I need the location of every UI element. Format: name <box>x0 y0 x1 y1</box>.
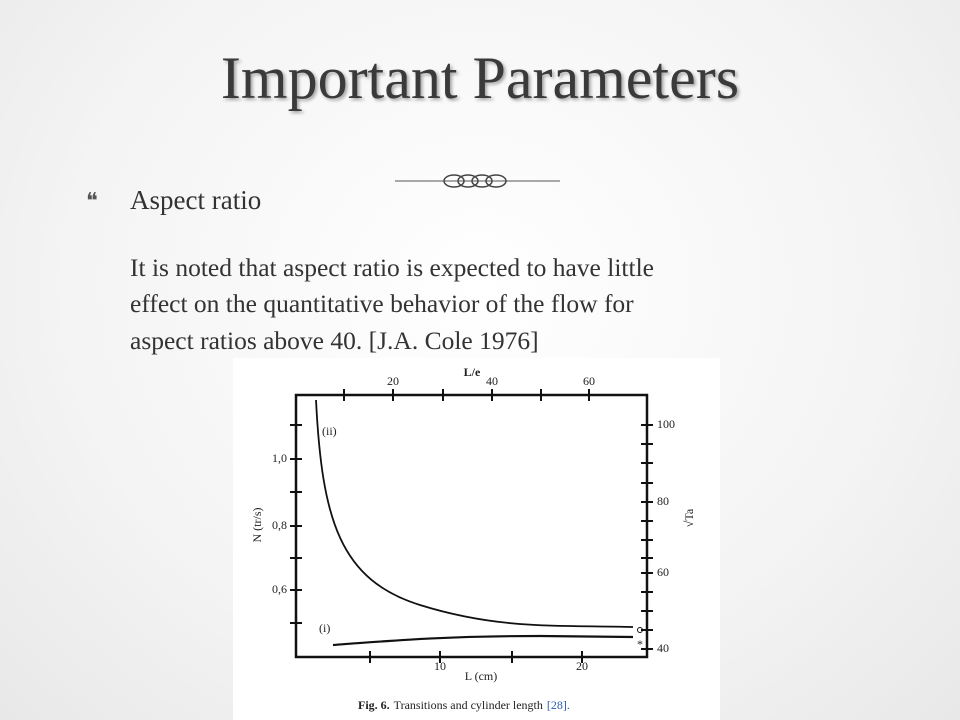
figure: * L/e 20 40 60 10 20 L (cm) 1,0 0,8 0,6 … <box>233 358 720 720</box>
curve-label: (i) <box>319 621 330 635</box>
curve-label: (ii) <box>322 424 337 438</box>
tick-label: 20 <box>576 659 588 673</box>
tick-label: 1,0 <box>272 451 287 465</box>
tick-label: 0,6 <box>272 582 287 596</box>
tick-label: 60 <box>583 374 595 388</box>
caption-label: Fig. 6. <box>358 698 390 712</box>
tick-label: 60 <box>657 565 669 579</box>
svg-text:*: * <box>637 637 643 651</box>
tick-label: 100 <box>657 417 675 431</box>
paragraph-line: It is noted that aspect ratio is expecte… <box>130 253 654 282</box>
tick-label: 10 <box>434 659 446 673</box>
axis-label: √Ta <box>682 508 696 527</box>
caption: Fig. 6. Transitions and cylinder length [2… <box>358 698 570 712</box>
caption-ref: [28]. <box>547 698 570 712</box>
caption-text: Transitions and cylinder length <box>394 698 543 712</box>
bullet-text: Aspect ratio <box>130 185 262 215</box>
tick-label: 40 <box>486 374 498 388</box>
ornament <box>395 174 560 188</box>
slide-title: Important Parameters <box>220 45 740 111</box>
axis-label: L (cm) <box>465 669 498 683</box>
paragraph-line: effect on the quantitative behavior of t… <box>130 289 634 318</box>
bullet-icon: ❝ <box>86 188 98 213</box>
tick-label: 20 <box>387 374 399 388</box>
tick-label: 80 <box>657 494 669 508</box>
paragraph-line: aspect ratios above 40. [J.A. Cole 1976] <box>130 326 539 355</box>
curve-i <box>332 634 634 647</box>
tick-label: 0,8 <box>272 518 287 532</box>
tick-label: 40 <box>657 641 669 655</box>
curve-ii <box>315 399 634 628</box>
axis-label: L/e <box>464 365 481 379</box>
axis-label: N (tr/s) <box>250 508 264 543</box>
